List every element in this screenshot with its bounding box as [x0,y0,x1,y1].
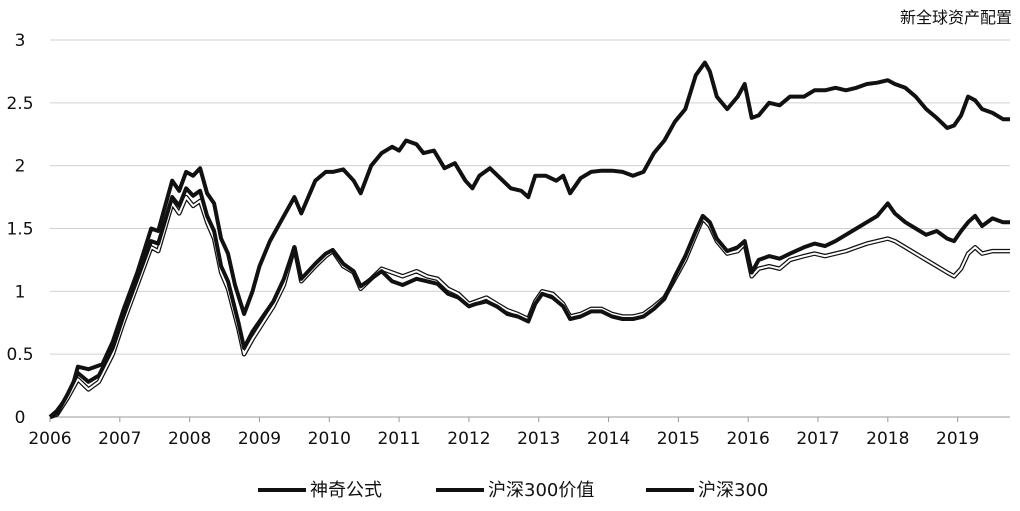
series-line-outline [49,194,1010,420]
x-tick-label: 2008 [168,429,211,449]
y-tick-label: 3 [15,31,26,51]
axes: 0 0.5 1 1.5 2 2.5 3 2006 2007 2008 2009 2010 2011 201… [6,31,1010,449]
series-line [49,196,1010,418]
legend-label: 沪深300价值 [488,480,594,501]
x-tick-label: 2015 [657,429,700,449]
gridlines [50,39,1010,355]
y-tick-label: 1 [15,282,26,302]
x-tick-label: 2006 [28,429,71,449]
series-lines [48,60,1010,420]
y-tick-label: 2 [15,157,26,177]
x-tick-label: 2011 [377,429,420,449]
legend-label: 沪深300 [698,480,768,501]
series-line [49,186,1010,419]
x-tick-label: 2019 [936,429,979,449]
x-tick-label: 2013 [517,429,560,449]
x-tick-label: 2009 [238,429,281,449]
y-tick-label: 1.5 [6,220,33,240]
series-line [48,60,1010,419]
x-tick-label: 2016 [727,429,770,449]
y-tick-label: 2.5 [6,94,33,114]
x-tick-label: 2010 [308,429,351,449]
watermark-label: 新全球资产配置 [899,8,1012,27]
legend: 神奇公式 沪深300价值 沪深300 [258,480,768,501]
y-tick-label: 0 [15,408,26,428]
legend-label: 神奇公式 [310,480,382,501]
x-tick-label: 2007 [98,429,141,449]
x-tick-label: 2014 [587,429,630,449]
y-tick-label: 0.5 [6,345,33,365]
x-tick-label: 2018 [866,429,909,449]
x-tick-label: 2017 [796,429,839,449]
x-tick-label: 2012 [447,429,490,449]
